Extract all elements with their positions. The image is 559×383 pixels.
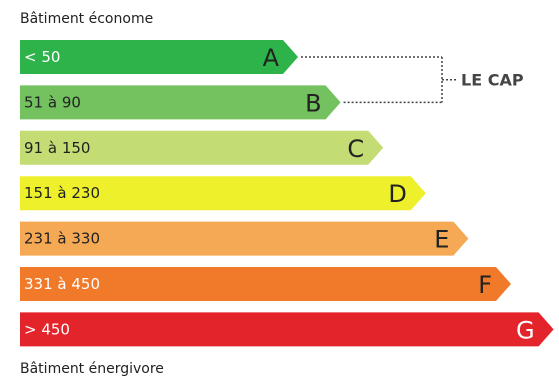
annotation-label: LE CAP	[461, 71, 524, 90]
energy-bar-a	[20, 40, 298, 74]
range-label-f: 331 à 450	[24, 275, 100, 293]
range-label-d: 151 à 230	[24, 184, 100, 202]
range-label-b: 51 à 90	[24, 93, 81, 111]
energy-bar-e	[20, 221, 469, 256]
energy-bar-b	[20, 85, 341, 120]
class-letter-g: G	[516, 316, 535, 344]
range-label-a: < 50	[24, 48, 60, 66]
class-letter-c: C	[347, 135, 364, 163]
class-letter-f: F	[478, 271, 492, 299]
energy-bar-d	[20, 176, 426, 211]
energy-bar-g	[20, 312, 554, 347]
class-letter-b: B	[305, 89, 321, 117]
top-label-economical: Bâtiment économe	[20, 11, 154, 27]
range-label-c: 91 à 150	[24, 139, 90, 157]
class-letter-e: E	[434, 226, 449, 254]
range-label-e: 231 à 330	[24, 230, 100, 248]
energy-bar-c	[20, 130, 384, 165]
class-letter-a: A	[263, 44, 280, 72]
class-letter-d: D	[388, 180, 406, 208]
bottom-label-energy-intensive: Bâtiment énergivore	[20, 361, 164, 377]
range-label-g: > 450	[24, 320, 70, 338]
energy-bar-f	[20, 267, 511, 301]
